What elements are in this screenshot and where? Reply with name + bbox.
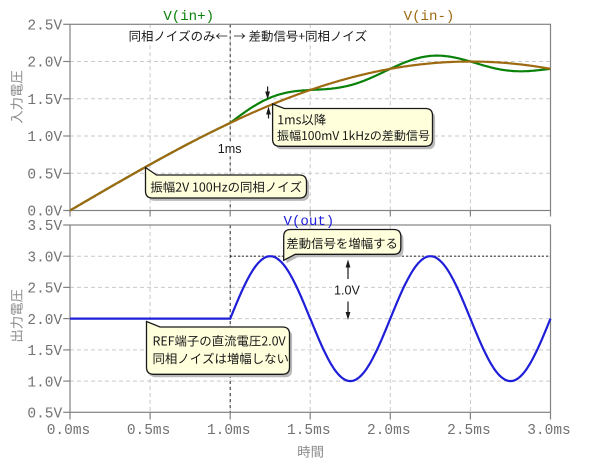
svg-text:0.5V: 0.5V bbox=[27, 168, 62, 184]
svg-text:2.5V: 2.5V bbox=[27, 19, 62, 35]
svg-text:2.5ms: 2.5ms bbox=[447, 423, 491, 439]
svg-text:2.0V: 2.0V bbox=[27, 313, 62, 329]
svg-text:1.0V: 1.0V bbox=[27, 130, 62, 146]
svg-text:1.5V: 1.5V bbox=[27, 93, 62, 109]
svg-text:0.5V: 0.5V bbox=[27, 407, 62, 423]
svg-text:0.5ms: 0.5ms bbox=[127, 423, 171, 439]
svg-text:3.0ms: 3.0ms bbox=[527, 423, 571, 439]
svg-text:1.0V: 1.0V bbox=[334, 284, 361, 298]
svg-text:2.5V: 2.5V bbox=[27, 282, 62, 298]
svg-text:1.0ms: 1.0ms bbox=[207, 423, 251, 439]
svg-text:V(out): V(out) bbox=[284, 214, 335, 230]
svg-text:1.5ms: 1.5ms bbox=[287, 423, 331, 439]
svg-text:3.0V: 3.0V bbox=[27, 250, 62, 266]
svg-text:V(in-): V(in-) bbox=[404, 9, 455, 25]
svg-text:2.0V: 2.0V bbox=[27, 56, 62, 72]
svg-text:V(in+): V(in+) bbox=[163, 9, 214, 25]
svg-text:3.5V: 3.5V bbox=[27, 219, 62, 235]
svg-text:1.5V: 1.5V bbox=[27, 344, 62, 360]
svg-text:1ms: 1ms bbox=[218, 142, 242, 156]
svg-text:1.0V: 1.0V bbox=[27, 375, 62, 391]
svg-text:0.0V: 0.0V bbox=[27, 205, 62, 221]
svg-text:2.0ms: 2.0ms bbox=[367, 423, 411, 439]
svg-text:0.0ms: 0.0ms bbox=[47, 423, 91, 439]
